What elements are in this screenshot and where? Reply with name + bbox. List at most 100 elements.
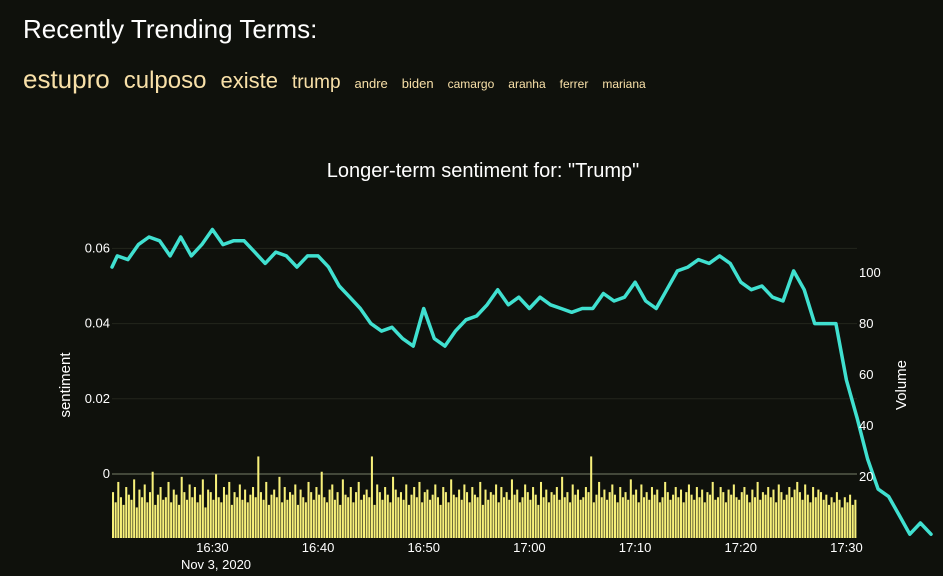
volume-bar-2 [117, 481, 120, 538]
volume-bar-92 [355, 492, 358, 538]
volume-bar-124 [439, 504, 442, 538]
volume-bar-65 [283, 487, 286, 538]
y-tick-right-4: 100 [859, 265, 881, 280]
volume-bar-17 [156, 494, 159, 538]
volume-bar-271 [827, 504, 830, 538]
volume-bar-226 [709, 494, 712, 538]
volume-bar-142 [487, 499, 490, 538]
volume-bar-149 [505, 492, 508, 538]
volume-bar-259 [796, 481, 799, 538]
volume-bar-63 [278, 476, 281, 538]
trending-term-aranha[interactable]: aranha [508, 77, 546, 91]
volume-bar-54 [254, 497, 257, 538]
volume-bar-255 [785, 494, 788, 538]
volume-bar-195 [627, 499, 630, 538]
volume-bar-0 [112, 492, 115, 538]
volume-bar-122 [434, 484, 437, 538]
volume-bar-278 [846, 502, 849, 538]
volume-bar-170 [561, 476, 564, 538]
volume-bar-203 [648, 499, 651, 538]
volume-bar-197 [632, 494, 635, 538]
volume-bar-91 [352, 502, 355, 538]
volume-bar-19 [162, 499, 165, 538]
volume-bar-130 [455, 497, 458, 538]
volume-bar-127 [447, 502, 450, 538]
volume-bar-188 [608, 492, 611, 538]
y-tick-left-1: 0.02 [85, 391, 110, 406]
volume-bar-250 [772, 489, 775, 538]
volume-bar-207 [658, 502, 661, 538]
volume-bar-265 [812, 487, 815, 538]
volume-bar-138 [476, 497, 479, 538]
volume-bar-12 [143, 484, 146, 538]
volume-bar-237 [738, 499, 741, 538]
volume-bar-205 [653, 494, 656, 538]
volume-bar-48 [238, 484, 241, 538]
volume-bar-14 [148, 492, 152, 538]
volume-bar-179 [584, 487, 587, 538]
volume-bar-184 [598, 481, 601, 538]
volume-bar-157 [526, 492, 529, 538]
volume-bar-62 [275, 497, 278, 538]
volume-bar-233 [727, 489, 730, 538]
volume-bar-39 [215, 474, 218, 538]
x-tick-4: 17:10 [619, 540, 652, 555]
volume-bar-200 [640, 484, 643, 538]
volume-bar-77 [315, 487, 318, 538]
volume-bar-98 [370, 456, 373, 538]
volume-bar-90 [349, 487, 352, 538]
volume-bar-248 [767, 487, 770, 538]
volume-bar-107 [394, 489, 397, 538]
volume-bar-79 [320, 471, 323, 538]
volume-bar-78 [318, 494, 321, 538]
trending-term-trump[interactable]: trump [291, 72, 341, 93]
volume-bar-114 [413, 487, 416, 538]
volume-bar-131 [458, 489, 461, 538]
volume-bar-120 [429, 499, 432, 538]
volume-bar-94 [360, 499, 363, 538]
volume-bar-105 [389, 502, 392, 538]
volume-bar-224 [703, 502, 706, 538]
volume-bar-150 [508, 499, 511, 538]
x-axis-date-label: Nov 3, 2020 [181, 557, 251, 572]
trending-term-culposo[interactable]: culposo [123, 67, 207, 94]
volume-bar-118 [423, 492, 426, 538]
volume-bar-177 [579, 499, 582, 538]
trending-term-biden[interactable]: biden [401, 76, 434, 91]
volume-bar-147 [500, 487, 503, 538]
volume-bar-234 [730, 494, 733, 538]
volume-bar-154 [518, 502, 521, 538]
trending-term-existe[interactable]: existe [220, 68, 278, 93]
volume-bar-89 [347, 497, 350, 538]
y-tick-right-0: 20 [859, 469, 873, 484]
volume-bar-22 [170, 502, 173, 538]
volume-bar-60 [270, 494, 273, 538]
volume-bar-264 [809, 502, 812, 538]
volume-bar-110 [402, 499, 405, 538]
volume-bar-10 [138, 489, 141, 538]
trending-term-mariana[interactable]: mariana [602, 77, 646, 91]
volume-bar-36 [207, 489, 210, 538]
volume-bar-45 [230, 504, 233, 538]
volume-bar-61 [273, 489, 276, 538]
trending-term-estupro[interactable]: estupro [23, 64, 110, 94]
volume-bar-175 [574, 494, 577, 538]
trending-term-camargo[interactable]: camargo [447, 77, 495, 91]
volume-bar-193 [621, 497, 624, 538]
volume-bar-159 [532, 487, 535, 538]
y-tick-left-2: 0.04 [85, 316, 110, 331]
volume-bar-30 [191, 497, 194, 538]
volume-bar-83 [331, 484, 334, 538]
volume-bar-219 [690, 494, 693, 538]
volume-bar-67 [289, 492, 292, 538]
x-tick-6: 17:30 [830, 540, 863, 555]
volume-bar-99 [373, 504, 376, 538]
trending-term-ferrer[interactable]: ferrer [559, 77, 589, 91]
volume-bar-279 [849, 494, 852, 538]
volume-bar-81 [325, 502, 329, 538]
trending-term-andre[interactable]: andre [354, 76, 388, 91]
volume-bar-71 [299, 489, 302, 538]
volume-bar-101 [378, 492, 381, 538]
volume-bar-160 [534, 494, 537, 538]
volume-bar-42 [222, 487, 225, 538]
